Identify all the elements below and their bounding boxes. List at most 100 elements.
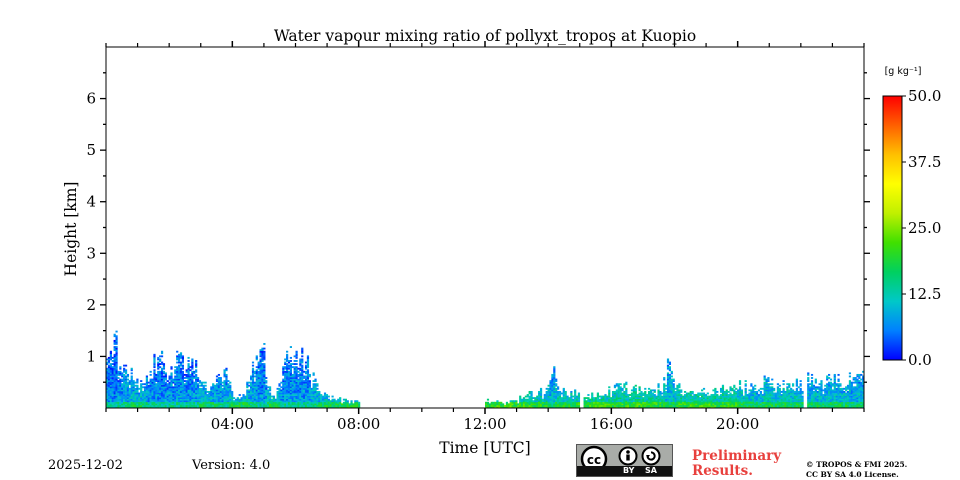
heatmap-cell: [536, 406, 539, 408]
heatmap-cell: [265, 390, 268, 393]
heatmap-cell: [729, 398, 732, 401]
heatmap-cell: [827, 383, 831, 386]
heatmap-cell: [123, 386, 126, 389]
heatmap-cell: [769, 392, 772, 395]
heatmap-cell: [314, 386, 317, 389]
heatmap-cell: [655, 401, 658, 404]
heatmap-cell: [297, 384, 300, 387]
heatmap-cell: [286, 406, 289, 408]
heatmap-cell: [178, 387, 181, 390]
heatmap-cell: [295, 363, 298, 365]
heatmap-cell: [130, 406, 133, 408]
heatmap-cell: [206, 400, 209, 403]
heatmap-cell: [193, 406, 196, 408]
heatmap-cell: [623, 403, 626, 406]
heatmap-cell: [689, 397, 692, 400]
heatmap-cell: [788, 386, 791, 389]
heatmap-cell: [568, 406, 571, 408]
heatmap-cell: [710, 400, 713, 403]
heatmap-cell: [723, 406, 726, 408]
heatmap-cell: [168, 375, 171, 378]
heatmap-cell: [123, 398, 126, 401]
heatmap-cell: [547, 390, 550, 393]
heatmap-cell: [795, 401, 798, 404]
heatmap-cell: [124, 384, 128, 387]
heatmap-cell: [672, 389, 675, 392]
heatmap-cell: [621, 397, 624, 400]
heatmap-cell: [147, 397, 150, 400]
heatmap-cell: [259, 400, 262, 403]
colorbar-tick-label: 50.0: [908, 87, 941, 105]
heatmap-cell: [522, 406, 526, 408]
heatmap-cell: [160, 404, 164, 407]
heatmap-cell: [742, 404, 745, 407]
heatmap-cell: [301, 366, 304, 369]
heatmap-cell: [640, 395, 643, 398]
heatmap-cell: [757, 397, 761, 400]
heatmap-cell: [814, 386, 817, 389]
heatmap-cell: [727, 401, 730, 404]
heatmap-cell: [625, 401, 628, 404]
heatmap-cell: [790, 401, 793, 404]
heatmap-cell: [846, 401, 850, 404]
heatmap-cell: [115, 403, 118, 406]
heatmap-cell: [115, 350, 118, 353]
heatmap-cell: [606, 403, 609, 406]
heatmap-cell: [265, 389, 268, 392]
heatmap-cell: [179, 401, 183, 404]
heatmap-cell: [831, 398, 834, 401]
heatmap-cell: [242, 403, 245, 406]
heatmap-cell: [212, 398, 215, 401]
heatmap-cell: [839, 394, 842, 396]
heatmap-cell: [287, 400, 291, 403]
heatmap-cell: [115, 378, 118, 381]
heatmap-cell: [634, 390, 637, 393]
heatmap-cell: [240, 404, 243, 407]
heatmap-cell: [663, 377, 666, 379]
heatmap-cell: [555, 384, 558, 387]
heatmap-cell: [623, 384, 626, 387]
heatmap-cell: [727, 397, 730, 400]
heatmap-cell: [282, 386, 285, 389]
heatmap-cell: [255, 375, 258, 378]
heatmap-cell: [240, 400, 243, 403]
heatmap-cell: [850, 390, 853, 393]
heatmap-cell: [702, 398, 706, 401]
heatmap-cell: [164, 378, 167, 381]
heatmap-cell: [130, 395, 133, 398]
heatmap-cell: [356, 401, 359, 404]
heatmap-cell: [115, 367, 118, 370]
heatmap-cell: [774, 400, 778, 403]
heatmap-cell: [812, 394, 816, 396]
heatmap-cell: [674, 390, 677, 393]
heatmap-cell: [164, 398, 167, 401]
heatmap-cell: [320, 400, 323, 403]
heatmap-cell: [310, 394, 313, 396]
heatmap-cell: [179, 387, 183, 390]
cc-license-badge[interactable]: cc BY SA: [576, 444, 673, 477]
heatmap-cell: [826, 401, 829, 404]
heatmap-cell: [115, 343, 118, 345]
heatmap-cell: [774, 395, 778, 398]
heatmap-cell: [291, 363, 294, 365]
heatmap-cell: [784, 400, 787, 403]
heatmap-cell: [183, 384, 186, 387]
heatmap-cell: [712, 389, 715, 392]
heatmap-cell: [492, 401, 495, 404]
heatmap-cell: [198, 403, 202, 406]
heatmap-cell: [780, 394, 783, 396]
heatmap-cell: [170, 373, 173, 376]
heatmap-cell: [106, 386, 109, 389]
heatmap-cell: [773, 404, 776, 407]
heatmap-cell: [754, 384, 757, 387]
heatmap-cell: [323, 395, 327, 398]
heatmap-cell: [691, 401, 694, 404]
heatmap-cell: [737, 397, 740, 400]
heatmap-cell: [293, 363, 296, 365]
heatmap-cell: [615, 392, 618, 395]
heatmap-cell: [130, 398, 133, 401]
heatmap-cell: [265, 394, 268, 396]
heatmap-cell: [164, 404, 167, 407]
heatmap-cell: [646, 404, 649, 407]
heatmap-cell: [666, 358, 670, 361]
